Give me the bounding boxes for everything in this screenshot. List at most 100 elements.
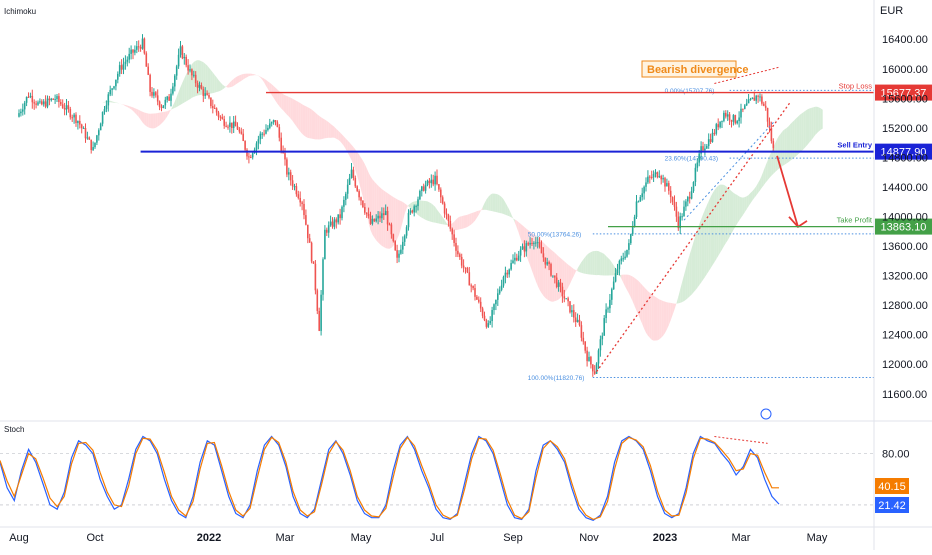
candle-body [556, 278, 558, 287]
candle-body [73, 115, 75, 118]
candle-body [292, 180, 294, 186]
candle-body [529, 243, 531, 245]
candle-body [446, 214, 448, 215]
candle-body [347, 185, 349, 194]
cloud-segment [268, 81, 270, 92]
cloud-segment [308, 107, 310, 138]
candle-body [180, 46, 182, 55]
cloud-segment [340, 133, 342, 144]
cloud-segment [479, 210, 481, 215]
candle-body [687, 197, 689, 201]
cloud-segment [397, 199, 399, 239]
cloud-segment [437, 210, 439, 224]
cloud-segment [232, 79, 234, 87]
y-tick-label: 16400.00 [882, 34, 928, 46]
candle-body [448, 215, 450, 221]
candle-body [227, 127, 229, 128]
candle-body [125, 62, 127, 64]
candle-body [638, 201, 640, 202]
candle-body [754, 98, 756, 101]
candle-body [284, 153, 286, 159]
candle-body [166, 97, 168, 100]
candle-body [337, 214, 339, 222]
cloud-segment [124, 104, 126, 106]
candle-body [564, 296, 566, 298]
candle-body [588, 357, 590, 361]
candle-body [161, 107, 163, 108]
cloud-segment [175, 97, 177, 108]
cloud-segment [405, 203, 407, 213]
candle-body [172, 86, 174, 93]
cloud-segment [559, 256, 561, 299]
candle-body [695, 168, 697, 182]
candle-body [733, 115, 735, 122]
candle-body [157, 95, 159, 101]
candle-body [189, 69, 191, 70]
cloud-segment [293, 99, 295, 124]
candle-body [434, 176, 436, 185]
candle-body [489, 321, 491, 323]
cloud-segment [494, 194, 496, 212]
cloud-segment [751, 191, 753, 203]
candle-body [140, 47, 142, 49]
cloud-segment [597, 251, 599, 275]
cloud-segment [576, 268, 578, 271]
candle-body [339, 214, 341, 218]
cloud-segment [711, 193, 713, 268]
cloud-segment [650, 293, 652, 340]
candle-body [493, 304, 495, 310]
cloud-segment [564, 261, 566, 293]
candle-body [98, 130, 100, 135]
candle-body [244, 141, 246, 150]
cloud-segment [741, 197, 743, 218]
cloud-segment [152, 114, 154, 129]
candle-body [459, 254, 461, 257]
candle-body [499, 290, 501, 294]
candle-body [577, 320, 579, 322]
candle-body [396, 250, 398, 258]
candle-body [136, 46, 138, 50]
cloud-segment [428, 201, 430, 221]
cloud-segment [460, 216, 462, 229]
candle-body [653, 174, 655, 177]
cloud-segment [733, 193, 735, 230]
candle-body [404, 236, 406, 242]
stoch-value-text: 40.15 [878, 481, 906, 493]
candle-body [740, 109, 742, 118]
candle-body [659, 176, 661, 177]
cloud-segment [359, 155, 361, 190]
candle-body [545, 257, 547, 264]
candle-body [85, 128, 87, 138]
candle-body [543, 253, 545, 257]
candle-body [622, 258, 624, 259]
cloud-segment [357, 152, 359, 183]
candle-body [389, 224, 391, 225]
candle-body [668, 183, 670, 191]
y-tick-label: 15200.00 [882, 123, 928, 135]
candle-body [96, 135, 98, 142]
candle-body [237, 126, 239, 129]
candle-body [104, 109, 106, 112]
cloud-segment [114, 102, 116, 103]
cloud-segment [306, 106, 308, 138]
cloud-segment [211, 70, 213, 93]
candle-body [277, 122, 279, 127]
candle-body [394, 241, 396, 250]
candle-body [643, 187, 645, 194]
cloud-segment [287, 96, 289, 116]
candle-body [288, 172, 290, 174]
candle-body [366, 213, 368, 214]
cloud-segment [692, 242, 694, 295]
candle-body [546, 262, 548, 264]
cloud-segment [76, 105, 78, 107]
cloud-segment [488, 195, 490, 211]
candle-body [391, 225, 393, 235]
cloud-segment [213, 73, 215, 94]
cloud-segment [344, 137, 346, 150]
candle-body [206, 93, 208, 95]
cloud-segment [661, 300, 663, 338]
cloud-segment [547, 246, 549, 300]
cloud-segment [545, 244, 547, 299]
